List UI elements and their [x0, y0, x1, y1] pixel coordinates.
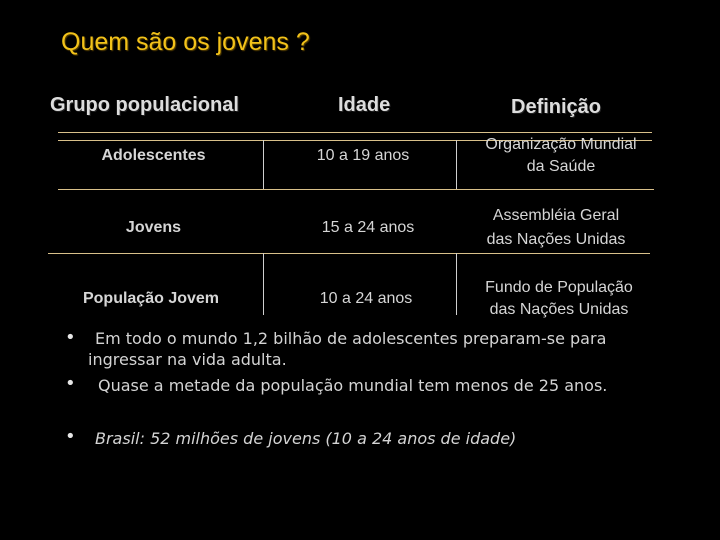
column-divider-2 — [456, 140, 457, 189]
row-2-age: 15 a 24 anos — [321, 219, 415, 236]
bullet-marker-2: • — [65, 373, 76, 394]
header-age: Idade — [338, 94, 391, 116]
row-1-definition-line1: Organização Mundial — [485, 136, 637, 153]
bullet-marker-3: • — [65, 426, 76, 447]
bullet-1-line2: ingressar na vida adulta. — [88, 350, 287, 369]
row-1-group: Adolescentes — [101, 147, 206, 164]
row-3-definition-line1: Fundo de População — [485, 279, 633, 296]
row-2-group: Jovens — [125, 219, 182, 236]
row-1-age: 10 a 19 anos — [316, 147, 410, 164]
bullet-1-line1: Em todo o mundo 1,2 bilhão de adolescent… — [95, 329, 607, 348]
row-divider-2 — [48, 253, 650, 254]
row-3-group: População Jovem — [82, 290, 220, 307]
bullet-marker-1: • — [65, 327, 76, 348]
column-divider-4 — [456, 253, 457, 315]
header-rule-bottom — [58, 140, 652, 141]
column-divider-3 — [263, 253, 264, 315]
row-3-definition-line2: das Nações Unidas — [489, 301, 629, 318]
row-2-definition-line2: das Nações Unidas — [486, 231, 626, 248]
header-group: Grupo populacional — [50, 94, 239, 116]
bullet-2-text: Quase a metade da população mundial tem … — [98, 376, 608, 395]
row-3-age: 10 a 24 anos — [319, 290, 413, 307]
header-definition: Definição — [511, 96, 602, 118]
column-divider-1 — [263, 140, 264, 189]
slide-title: Quem são os jovens ? — [61, 28, 310, 56]
header-rule-top — [58, 132, 652, 133]
youth-definition-table: Grupo populacional Idade Definição Adole… — [46, 88, 666, 320]
bullet-3-text: Brasil: 52 milhões de jovens (10 a 24 an… — [95, 429, 517, 448]
row-1-definition-line2: da Saúde — [526, 158, 596, 175]
row-2-definition-line1: Assembléia Geral — [492, 207, 620, 224]
row-divider-1 — [58, 189, 654, 190]
